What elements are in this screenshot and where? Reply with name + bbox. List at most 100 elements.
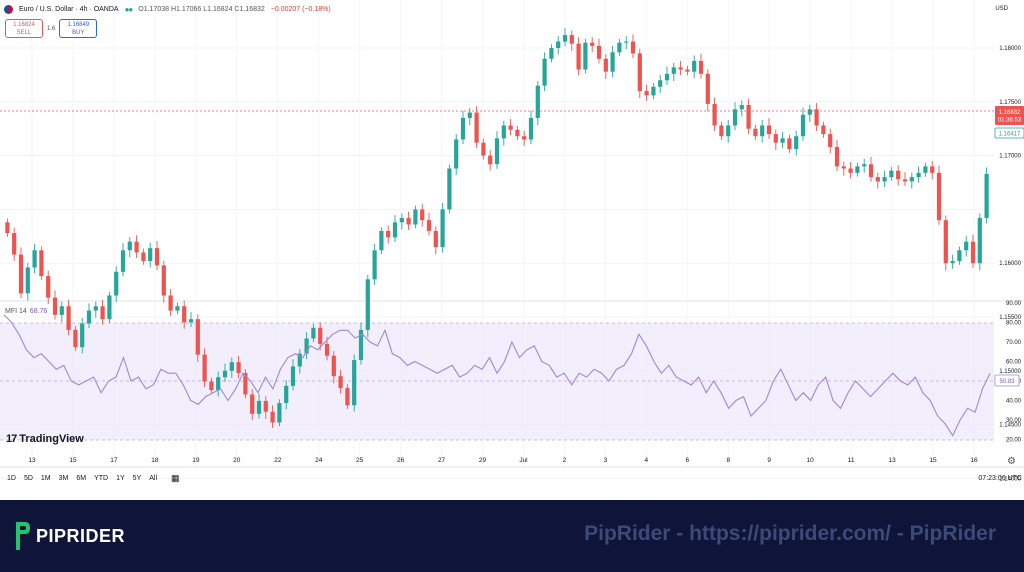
mfi-tick-label: 80.00 [1006,321,1022,327]
candle-body [923,166,928,173]
candle-body [984,173,989,219]
time-tick-label: 15 [69,457,77,464]
mfi-legend[interactable]: MFI 14 68.76 [5,308,47,315]
candle-body [583,42,588,70]
candle-body [243,372,248,395]
price-tick-label: 1.17500 [999,100,1021,106]
mfi-value-label: 50.83 [999,379,1015,385]
range-5d[interactable]: 5D [23,475,33,482]
candle-body [318,327,323,344]
mfi-tick-label: 20.00 [1006,438,1022,444]
range-3m[interactable]: 3M [58,475,69,482]
candle-body [324,343,330,356]
candle-body [692,60,697,72]
time-tick-label: 17 [110,457,118,464]
price-tick-label: 1.15000 [999,369,1021,375]
time-tick-label: 25 [356,457,364,464]
sell-label: SELL [16,30,32,36]
candle-body [460,117,466,140]
time-tick-label: 26 [397,457,405,464]
candle-body [433,230,438,248]
candle-body [576,43,581,70]
utc-clock[interactable]: 07:23:06 UTC [978,475,1022,482]
candle-body [719,125,724,137]
price-tick-label: 1.14000 [999,476,1021,482]
candle-body [617,42,622,53]
countdown-label: 01:36:53 [998,118,1022,124]
mfi-tick-label: 30.00 [1006,418,1022,424]
symbol-title[interactable]: Euro / U.S. Dollar · 4h · OANDA [19,6,119,13]
candle-body [12,233,17,255]
range-all[interactable]: All [149,475,158,482]
eur-usd-flag-icon [4,5,13,14]
candle-body [488,155,493,165]
candle-body [304,338,309,354]
candle-body [80,323,85,348]
sell-button[interactable]: 1.16824 SELL [5,19,43,38]
range-6m[interactable]: 6M [76,475,87,482]
currency-label[interactable]: USD [995,6,1008,12]
time-tick-label: 22 [274,457,282,464]
time-tick-label: 29 [479,457,487,464]
time-tick-label: 13 [888,457,896,464]
candle-body [970,241,976,264]
candle-body [73,329,78,348]
range-1y[interactable]: 1Y [116,475,125,482]
gear-icon[interactable]: ⚙ [1007,456,1016,467]
candle-body [331,355,336,377]
price-axis[interactable]: 1.185001.180001.175001.170001.160001.155… [999,0,1021,500]
candles [5,27,989,428]
candle-body [134,241,139,253]
candle-body [794,136,799,150]
candle-body [46,276,51,298]
footer-banner [0,500,1024,572]
candle-body [522,136,527,140]
sell-price: 1.16824 [13,22,35,28]
candle-body [209,381,214,391]
candle-body [263,400,268,412]
candle-body [426,220,432,231]
tradingview-logo: 17 TradingView [6,433,84,445]
candle-body [528,117,534,140]
time-tick-label: 15 [929,457,937,464]
candle-body [494,138,500,165]
calendar-icon[interactable]: ▦ [171,473,180,483]
candle-body [596,45,602,59]
time-axis[interactable]: 13 15 17 18 19 20 22 24 25 26 27 29 Jul 2 3 4 6 8 9 10 11 13 1… [28,457,978,464]
mfi-tick-label: 70.00 [1006,340,1022,346]
candle-body [406,218,411,225]
candle-body [175,306,180,311]
candle-body [338,376,343,389]
candle-body [141,252,146,262]
buy-button[interactable]: 1.16849 BUY [59,19,98,38]
candle-body [746,105,751,129]
price-chart[interactable]: 1.185001.180001.175001.170001.160001.155… [0,0,1024,500]
candle-body [474,112,479,143]
time-tick-label: 16 [970,457,978,464]
candle-body [936,172,942,221]
time-tick-label: 3 [604,457,608,464]
range-1m[interactable]: 1M [40,475,51,482]
range-5y[interactable]: 5Y [132,475,142,482]
candle-body [379,230,384,251]
candle-body [161,265,166,296]
price-tick-label: 1.14500 [999,423,1021,429]
candle-body [739,105,744,110]
candle-body [127,241,132,251]
range-selector: 1D 5D 1M 3M 6M YTD 1Y 5Y All ▦ [7,473,180,483]
time-tick-label: 4 [645,457,649,464]
candle-body [556,41,561,48]
mfi-band [0,323,994,440]
range-1d[interactable]: 1D [7,475,16,482]
mfi-tick-label: 90.00 [1006,301,1022,307]
candle-body [454,139,459,169]
candle-body [222,370,228,378]
candle-body [848,168,853,173]
candle-body [467,112,472,118]
piprider-logo: PIPRIDER [14,520,125,552]
range-ytd[interactable]: YTD [94,475,109,482]
candle-body [86,310,92,324]
candle-body [372,250,377,280]
price-tick-label: 1.18000 [999,46,1021,52]
price-tick-label: 1.16000 [999,261,1021,267]
